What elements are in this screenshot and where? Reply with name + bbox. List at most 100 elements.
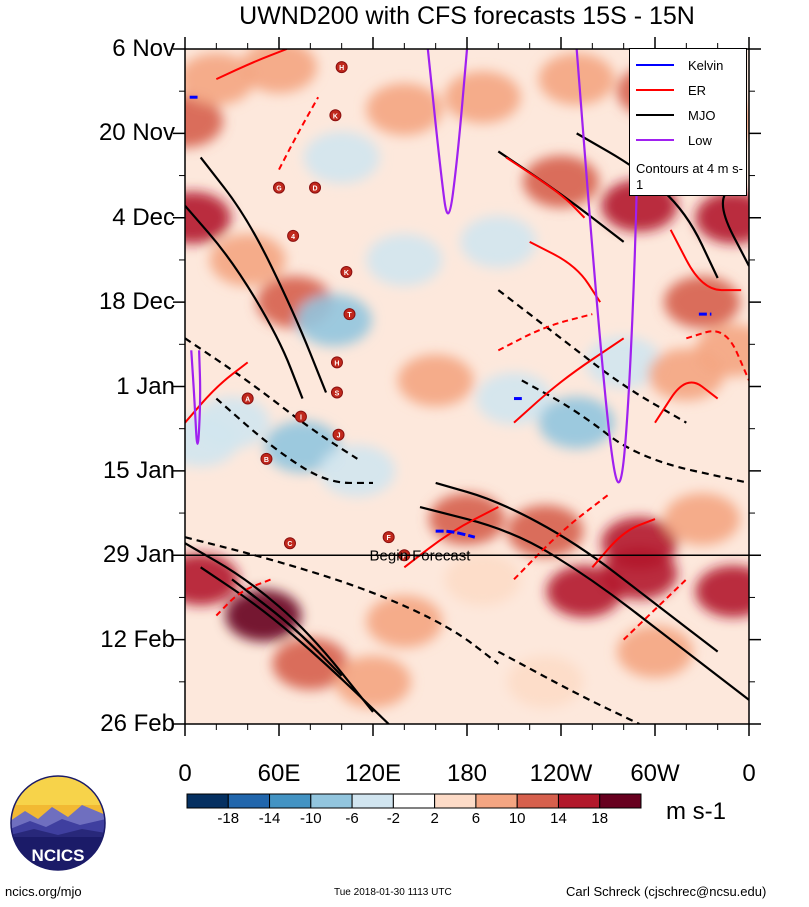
- er-contour: [513, 337, 625, 424]
- y-tick-label: 26 Feb: [100, 710, 175, 737]
- colorbar-tick: -14: [258, 810, 281, 827]
- chart-title: UWND200 with CFS forecasts 15S - 15N: [239, 2, 695, 30]
- er-contour: [686, 330, 749, 381]
- colorbar-tick: -10: [299, 810, 322, 827]
- y-tick-label: 18 Dec: [98, 288, 175, 316]
- tc-symbol: D: [309, 181, 322, 194]
- anomaly-blob: [664, 276, 740, 329]
- colorbar-bin: [599, 793, 642, 809]
- y-tick-label: 1 Jan: [116, 372, 175, 400]
- anomaly-blob: [695, 191, 749, 244]
- anomaly-blob: [185, 53, 255, 106]
- colorbar-tick: 10: [508, 810, 526, 827]
- tc-symbol: H: [330, 356, 343, 369]
- tc-symbol-label: H: [334, 360, 339, 367]
- anomaly-blob: [664, 493, 740, 546]
- er-contour: [215, 578, 272, 617]
- anomaly-blob: [185, 191, 231, 244]
- anomaly-blob: [695, 324, 749, 377]
- mjo-contour: [185, 536, 500, 665]
- anomaly-blob: [601, 547, 678, 600]
- tc-symbol-label: J: [337, 433, 341, 440]
- anomaly-blob: [538, 396, 615, 449]
- er-contour: [278, 96, 320, 170]
- anomaly-blob: [507, 505, 584, 558]
- tc-symbol-label: T: [347, 312, 352, 319]
- legend-label: ER: [688, 82, 707, 98]
- mjo-contour: [185, 204, 304, 399]
- anomaly-blob: [366, 83, 443, 136]
- colorbar-bin: [227, 793, 271, 809]
- er-contour: [529, 240, 602, 303]
- low-contour: [575, 49, 641, 484]
- y-tick-label: 20 Nov: [98, 119, 175, 147]
- mjo-contour: [435, 481, 719, 653]
- tc-symbol-label: F: [402, 553, 407, 560]
- ncics-logo: NCICS: [10, 775, 106, 871]
- mjo-contour: [521, 379, 749, 485]
- y-tick-label: 4 Dec: [112, 203, 175, 231]
- mjo-contour: [419, 505, 749, 701]
- tc-symbol-label: K: [344, 270, 349, 277]
- er-contour: [497, 313, 593, 352]
- tc-symbol: K: [329, 109, 342, 122]
- er-contour: [654, 381, 719, 424]
- legend-item-low: Low: [636, 132, 712, 148]
- er-contour: [505, 156, 586, 219]
- anomaly-blob: [523, 155, 599, 208]
- legend-item-kelvin: Kelvin: [636, 57, 723, 73]
- logo-text: NCICS: [32, 846, 85, 865]
- anomaly-blob: [185, 95, 223, 148]
- tc-symbol-label: B: [264, 457, 269, 464]
- tc-symbol-label: K: [333, 113, 338, 120]
- tc-symbol: G: [273, 181, 285, 194]
- tc-symbol-label: S: [335, 391, 340, 398]
- mjo-contour: [497, 650, 640, 724]
- anomaly-blob: [585, 336, 662, 389]
- mjo-contour: [246, 590, 319, 653]
- colorbar-bin: [392, 793, 436, 809]
- tc-symbol-label: D: [313, 186, 318, 193]
- legend-note: Contours at 4 m s-1: [636, 161, 743, 192]
- legend-item-mjo: MJO: [636, 107, 715, 123]
- tc-symbol-label: I: [300, 415, 302, 422]
- y-tick-label: 6 Nov: [112, 35, 175, 62]
- colorbar-bin: [557, 793, 601, 809]
- x-tick-label: 180: [446, 760, 488, 787]
- anomaly-blob: [538, 53, 615, 106]
- tc-symbol: B: [260, 452, 273, 465]
- colorbar-bin: [434, 793, 477, 809]
- colorbar-tick: -18: [217, 810, 240, 827]
- low-contour: [426, 49, 469, 215]
- colorbar-tick: 6: [471, 810, 481, 827]
- x-tick-label: 60W: [630, 760, 680, 787]
- tc-symbol: K: [340, 265, 353, 278]
- mjo-contour: [215, 397, 373, 485]
- y-tick-label: 12 Feb: [100, 625, 175, 653]
- colorbar-bin: [475, 793, 518, 809]
- anomaly-blob: [209, 233, 286, 286]
- tc-symbol-label: 4: [291, 234, 295, 241]
- er-contour: [669, 229, 742, 292]
- colorbar-tick: 2: [430, 810, 439, 827]
- tc-symbol: I: [294, 410, 307, 423]
- colorbar-tick: -2: [386, 810, 401, 827]
- er-contour: [591, 518, 656, 568]
- er-contour: [622, 578, 688, 641]
- footer-timestamp: Tue 2018-01-30 1113 UTC: [334, 887, 452, 898]
- tc-symbol: H: [335, 61, 348, 74]
- axis-ticks: [173, 37, 761, 736]
- anomaly-blob: [303, 131, 380, 184]
- x-tick-label: 120W: [529, 760, 593, 787]
- legend-swatch-kelvin: [636, 64, 674, 66]
- y-tick-label: 15 Jan: [102, 456, 175, 484]
- tc-symbol: A: [241, 392, 254, 405]
- tc-symbol-label: F: [387, 535, 392, 542]
- mjo-contour: [200, 566, 390, 724]
- anomaly-blob: [617, 625, 693, 678]
- tc-symbol-layer: H K G D 4 K T H S A I J B C F F: [241, 61, 411, 562]
- anomaly-blob: [335, 655, 411, 708]
- colorbar: [186, 793, 642, 809]
- legend-item-er: ER: [636, 82, 706, 98]
- anomaly-blob: [264, 420, 341, 473]
